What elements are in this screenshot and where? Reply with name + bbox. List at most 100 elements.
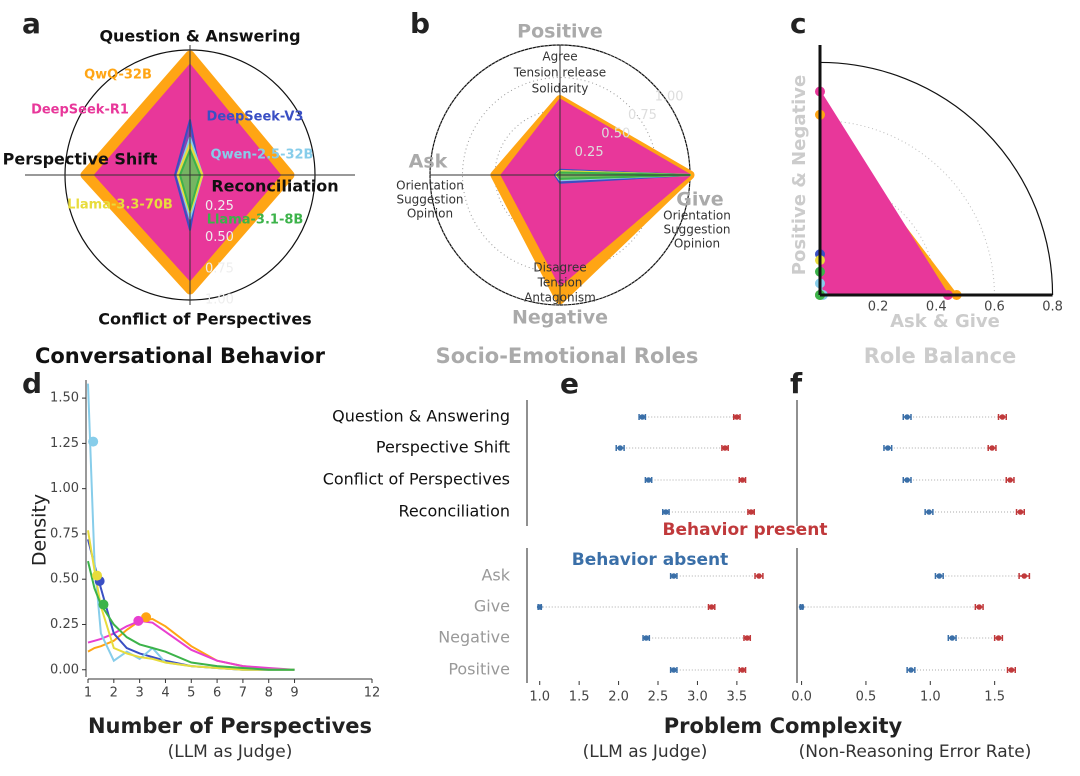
point xyxy=(670,573,677,579)
series-label: DeepSeek-R1 xyxy=(31,103,129,118)
balance-area xyxy=(819,88,950,296)
y-tick-label: 0.75 xyxy=(50,526,79,541)
r-tick-label: 0.25 xyxy=(575,145,604,160)
row-label: Question & Answering xyxy=(332,407,510,426)
density-line xyxy=(87,560,295,671)
x-tick-label: 7 xyxy=(239,686,247,701)
axis-description: Suggestion xyxy=(396,193,463,207)
x-tick-label: 1.0 xyxy=(920,690,941,705)
r-tick-label: 0.50 xyxy=(205,230,234,245)
x-tick-label: 2 xyxy=(110,686,118,701)
series-label: Llama-3.3-70B xyxy=(67,198,173,213)
point xyxy=(904,477,910,483)
x-axis-sublabel: (LLM as Judge) xyxy=(583,742,708,762)
axis-description: Suggestion xyxy=(663,223,730,237)
x-tick-label: 0.6 xyxy=(984,300,1005,315)
median-marker xyxy=(92,570,103,581)
point xyxy=(936,573,943,579)
y-tick-label: 1.00 xyxy=(50,481,79,496)
x-tick-label: 1 xyxy=(84,686,92,701)
x-tick-label: 9 xyxy=(290,686,298,701)
x-tick-label: 4 xyxy=(161,686,169,701)
x-tick-label: 2.5 xyxy=(648,690,669,705)
axis-description: Agree xyxy=(542,50,577,64)
x-tick-label: 12 xyxy=(364,686,381,701)
r-tick-label: 0.75 xyxy=(205,261,234,276)
series-label: QwQ-32B xyxy=(84,68,152,83)
y-axis-label: Density xyxy=(29,494,51,566)
point xyxy=(989,445,995,451)
series-label: DeepSeek-V3 xyxy=(207,110,304,125)
panel-title: Conversational Behavior xyxy=(35,344,326,368)
row-label: Perspective Shift xyxy=(376,438,510,457)
axis-description: Tension xyxy=(537,276,583,290)
point xyxy=(926,509,932,515)
point xyxy=(708,604,715,610)
row-label: Positive xyxy=(448,660,510,679)
y-tick-label: 0.25 xyxy=(50,617,79,632)
point xyxy=(904,414,910,420)
point xyxy=(1021,573,1028,579)
point xyxy=(617,445,623,451)
r-tick-label: 0.50 xyxy=(601,126,630,141)
point xyxy=(999,414,1006,420)
grid-arc xyxy=(819,61,1054,296)
point xyxy=(639,414,646,420)
y-tick-label: 1.50 xyxy=(50,391,79,406)
point xyxy=(739,667,746,673)
x-tick-label: 8 xyxy=(265,686,273,701)
point xyxy=(995,635,1002,641)
x-axis-label: Number of Perspectives xyxy=(88,714,372,738)
x-tick-label: 5 xyxy=(187,686,195,701)
panel-label: c xyxy=(790,7,807,40)
median-marker xyxy=(88,436,99,447)
panel-title: Role Balance xyxy=(864,344,1017,368)
point xyxy=(643,635,649,641)
axis-category: Give xyxy=(676,189,723,211)
panel-label: e xyxy=(560,367,579,400)
y-tick-label: 1.25 xyxy=(50,436,79,451)
point xyxy=(885,445,891,451)
x-tick-label: 0.0 xyxy=(791,690,812,705)
r-tick-label: 1.00 xyxy=(655,89,684,104)
row-label: Ask xyxy=(481,566,510,585)
point xyxy=(1007,477,1013,483)
x-tick-label: 3 xyxy=(135,686,143,701)
x-tick-label: 2.0 xyxy=(608,690,629,705)
axis-category: Conflict of Perspectives xyxy=(98,310,311,329)
point xyxy=(744,635,750,641)
legend-label: Behavior absent xyxy=(572,550,728,570)
x-axis-sublabel: (LLM as Judge) xyxy=(168,742,293,762)
x-axis-sublabel: (Non-Reasoning Error Rate) xyxy=(799,742,1032,762)
axis-category: Negative xyxy=(512,307,608,329)
legend-label: Behavior present xyxy=(663,520,828,540)
point xyxy=(949,635,955,641)
median-marker xyxy=(98,599,109,610)
point xyxy=(739,477,746,483)
r-tick-label: 1.00 xyxy=(205,293,234,308)
y-tick-label: 0.00 xyxy=(50,662,79,677)
point xyxy=(722,445,728,451)
x-tick-label: 1.0 xyxy=(529,690,550,705)
point xyxy=(748,509,754,515)
series-label: Llama-3.1-8B xyxy=(207,213,304,228)
axis-category: Reconciliation xyxy=(211,177,338,196)
x-tick-label: 6 xyxy=(213,686,221,701)
point xyxy=(976,604,983,610)
axis-description: Antagonism xyxy=(524,291,596,305)
point xyxy=(536,604,543,610)
x-tick-label: 0.2 xyxy=(868,300,889,315)
panel-label: d xyxy=(22,367,42,400)
axis-category: Ask xyxy=(409,151,448,173)
point xyxy=(1017,509,1024,515)
axis-description: Opinion xyxy=(674,237,720,251)
point xyxy=(734,414,740,420)
row-label: Negative xyxy=(438,628,510,647)
axis-description: Orientation xyxy=(396,179,464,193)
point xyxy=(670,667,677,673)
axis-description: Opinion xyxy=(407,207,453,221)
axis-category: Question & Answering xyxy=(99,27,300,46)
point xyxy=(663,509,669,515)
axis-category: Positive xyxy=(517,21,603,43)
